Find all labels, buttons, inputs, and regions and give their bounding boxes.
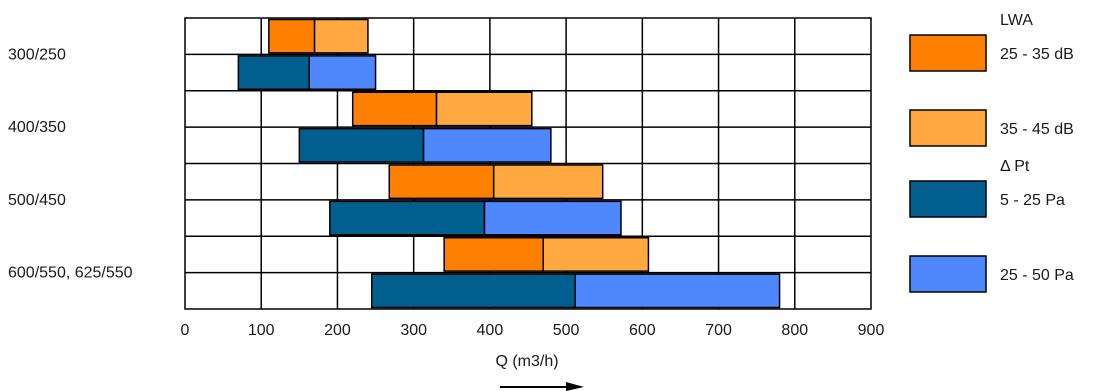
x-tick-label: 700 <box>705 322 732 339</box>
x-tick-label: 400 <box>477 322 504 339</box>
bar-segment <box>268 18 316 54</box>
x-axis-label: Q (m3/h) <box>495 353 558 370</box>
bar-segment <box>313 18 369 54</box>
x-tick-label: 500 <box>553 322 580 339</box>
x-axis-arrow <box>500 382 584 391</box>
legend-swatch <box>909 255 987 293</box>
bar-segment <box>351 91 438 127</box>
grid <box>184 17 872 310</box>
bar-segment <box>298 127 425 163</box>
bar-segment <box>308 55 377 90</box>
legend-group-title: Δ Pt <box>1000 158 1030 175</box>
legend-swatch <box>909 180 987 218</box>
legend-label: 5 - 25 Pa <box>1000 192 1065 209</box>
x-tick-label: 900 <box>858 322 885 339</box>
legend-label: 25 - 50 Pa <box>1000 267 1074 284</box>
bar-segment <box>237 55 310 90</box>
bar-segment <box>443 237 544 272</box>
x-tick-label: 600 <box>629 322 656 339</box>
bar-segment <box>329 200 486 236</box>
bars <box>237 18 781 309</box>
category-label: 500/450 <box>8 192 66 209</box>
bar-segment <box>542 237 650 272</box>
category-label: 300/250 <box>8 46 66 63</box>
legend-swatch <box>909 109 987 147</box>
bar-segment <box>422 127 552 163</box>
category-labels: 300/250 400/350 500/450 600/550, 625/550 <box>8 46 133 281</box>
bar-segment <box>483 200 622 236</box>
bar-segment <box>492 164 604 200</box>
category-label: 400/350 <box>8 119 66 136</box>
legend-label: 35 - 45 dB <box>1000 121 1074 138</box>
bar-segment <box>370 273 577 309</box>
legend-label: 25 - 35 dB <box>1000 46 1074 63</box>
bar-segment <box>435 91 533 127</box>
category-label: 600/550, 625/550 <box>8 265 133 282</box>
legend-group-title: LWA <box>1000 12 1033 29</box>
x-tick-label: 200 <box>324 322 351 339</box>
legend: LWA Δ Pt 25 - 35 dB 35 - 45 dB 5 - 25 Pa 25 -… <box>909 12 1074 293</box>
x-tick-label: 100 <box>248 322 275 339</box>
bar-segment <box>574 273 781 309</box>
x-tick-label: 800 <box>781 322 808 339</box>
legend-swatch <box>909 34 987 72</box>
bar-segment <box>388 164 495 200</box>
x-tick-label: 0 <box>181 322 190 339</box>
x-tick-labels: 0 100 200 300 400 500 600 700 800 900 <box>181 322 885 339</box>
x-tick-label: 300 <box>400 322 427 339</box>
